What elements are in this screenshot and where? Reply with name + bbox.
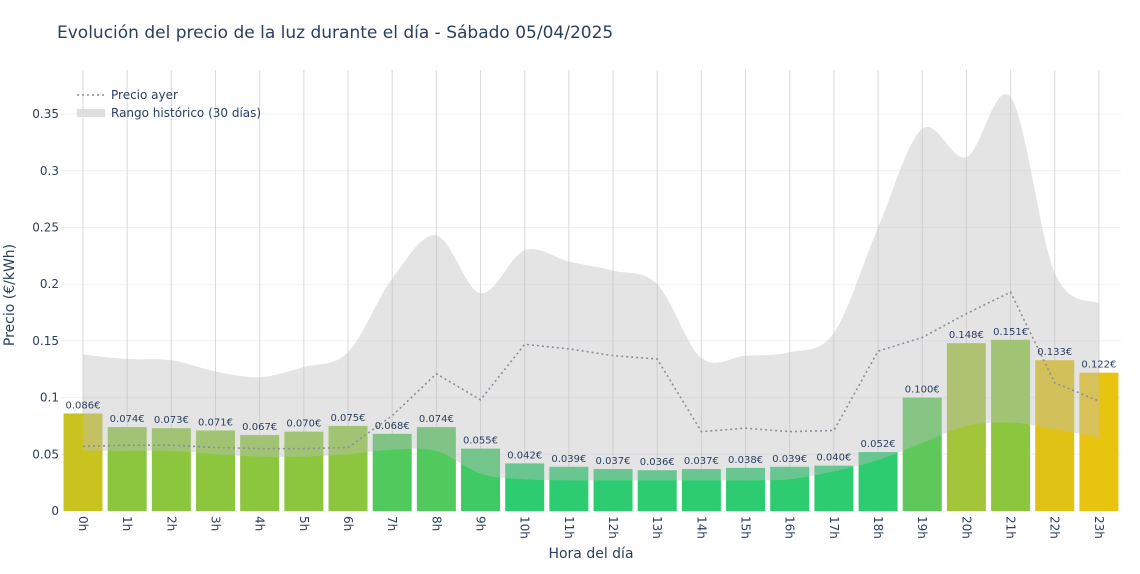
y-tick-label: 0.15 — [32, 334, 59, 348]
y-tick-label: 0 — [51, 504, 59, 518]
x-tick-label: 7h — [385, 516, 399, 531]
bar — [1035, 360, 1075, 511]
bars — [63, 339, 1119, 511]
x-tick-label: 4h — [253, 516, 267, 531]
x-tick-label: 1h — [120, 516, 134, 531]
bar — [814, 465, 854, 511]
bar — [461, 448, 501, 511]
bar — [593, 469, 633, 511]
x-tick-label: 6h — [341, 516, 355, 531]
bar — [240, 435, 280, 511]
bar — [151, 428, 191, 511]
y-tick-label: 0.05 — [32, 447, 59, 461]
y-tick-label: 0.2 — [40, 277, 59, 291]
bar-data-label: 0.148€ — [949, 330, 984, 341]
x-axis-title: Hora del día — [548, 546, 633, 562]
bar-data-label: 0.042€ — [507, 450, 542, 461]
legend-label-yesterday: Precio ayer — [111, 88, 178, 102]
x-tick-label: 3h — [209, 516, 223, 531]
bar — [902, 397, 942, 511]
bar-data-labels: 0.086€ 0.074€ 0.073€ 0.071€ 0.067€ 0.070€ 0.07… — [66, 327, 1117, 468]
bar — [107, 427, 147, 511]
bar-data-label: 0.068€ — [375, 421, 410, 432]
y-tick-label: 0.25 — [32, 221, 59, 235]
bar-data-label: 0.055€ — [463, 436, 498, 447]
x-tick-label: 14h — [694, 516, 708, 539]
bar-data-label: 0.086€ — [66, 400, 101, 411]
x-tick-label: 0h — [76, 516, 90, 531]
legend[interactable]: Precio ayer Rango histórico (30 días) — [77, 88, 261, 120]
x-tick-label: 20h — [959, 516, 973, 539]
x-tick-label: 10h — [518, 516, 532, 539]
x-tick-label: 13h — [650, 516, 664, 539]
bar-data-label: 0.067€ — [242, 422, 277, 433]
bar — [858, 452, 898, 511]
bar-data-label: 0.073€ — [154, 415, 189, 426]
y-tick-label: 0.3 — [40, 164, 59, 178]
x-tick-label: 17h — [827, 516, 841, 539]
bar-data-label: 0.038€ — [728, 455, 763, 466]
bar-data-label: 0.074€ — [419, 414, 454, 425]
x-tick-label: 21h — [1004, 516, 1018, 539]
bar — [549, 466, 589, 511]
x-tick-label: 2h — [164, 516, 178, 531]
x-tick-label: 11h — [562, 516, 576, 539]
y-axis-ticks: 0 0.05 0.1 0.15 0.2 0.25 0.3 0.35 — [32, 107, 59, 518]
x-tick-label: 9h — [474, 516, 488, 531]
bar-data-label: 0.100€ — [905, 385, 940, 396]
bar — [946, 343, 986, 511]
x-tick-label: 15h — [739, 516, 753, 539]
x-tick-label: 12h — [606, 516, 620, 539]
x-axis-ticks: 0h 1h 2h 3h 4h 5h 6h 7h 8h 9h 10h 11h 12h 13h 14h 15h 16… — [76, 516, 1106, 539]
bar — [284, 431, 324, 511]
x-tick-label: 22h — [1048, 516, 1062, 539]
historical-range-area — [83, 93, 1099, 481]
x-tick-label: 18h — [871, 516, 885, 539]
bar-data-label: 0.040€ — [816, 453, 851, 464]
bar-data-label: 0.037€ — [596, 456, 631, 467]
bar-data-label: 0.122€ — [1081, 360, 1116, 371]
y-axis-title: Precio (€/kWh) — [2, 244, 18, 346]
bar — [726, 467, 766, 511]
bar-data-label: 0.133€ — [1037, 347, 1072, 358]
bar-data-label: 0.075€ — [331, 413, 366, 424]
y-tick-label: 0.35 — [32, 107, 59, 121]
x-tick-label: 5h — [297, 516, 311, 531]
bar — [328, 425, 368, 511]
bar-data-label: 0.052€ — [861, 439, 896, 450]
bar — [991, 339, 1031, 511]
bar — [770, 466, 810, 511]
bar — [637, 470, 677, 511]
bar-data-label: 0.151€ — [993, 327, 1028, 338]
bar — [681, 469, 721, 511]
bar-data-label: 0.039€ — [772, 454, 807, 465]
bar-data-label: 0.036€ — [640, 457, 675, 468]
bar — [372, 433, 412, 511]
historical-range-band — [83, 93, 1099, 481]
x-tick-label: 8h — [429, 516, 443, 531]
chart-title: Evolución del precio de la luz durante e… — [57, 23, 613, 43]
legend-label-range: Rango histórico (30 días) — [111, 106, 261, 120]
legend-band-icon — [77, 109, 105, 117]
x-tick-label: 19h — [915, 516, 929, 539]
x-tick-label: 23h — [1092, 516, 1106, 539]
bar-data-label: 0.071€ — [198, 417, 233, 428]
bar — [416, 427, 456, 511]
bar — [63, 413, 103, 511]
y-tick-label: 0.1 — [40, 391, 59, 405]
bar — [505, 463, 545, 511]
bar-data-label: 0.070€ — [286, 419, 321, 430]
bar — [196, 430, 236, 511]
bar-data-label: 0.037€ — [684, 456, 719, 467]
x-tick-label: 16h — [783, 516, 797, 539]
bar-data-label: 0.074€ — [110, 414, 145, 425]
bar-data-label: 0.039€ — [551, 454, 586, 465]
bar — [1079, 372, 1119, 511]
